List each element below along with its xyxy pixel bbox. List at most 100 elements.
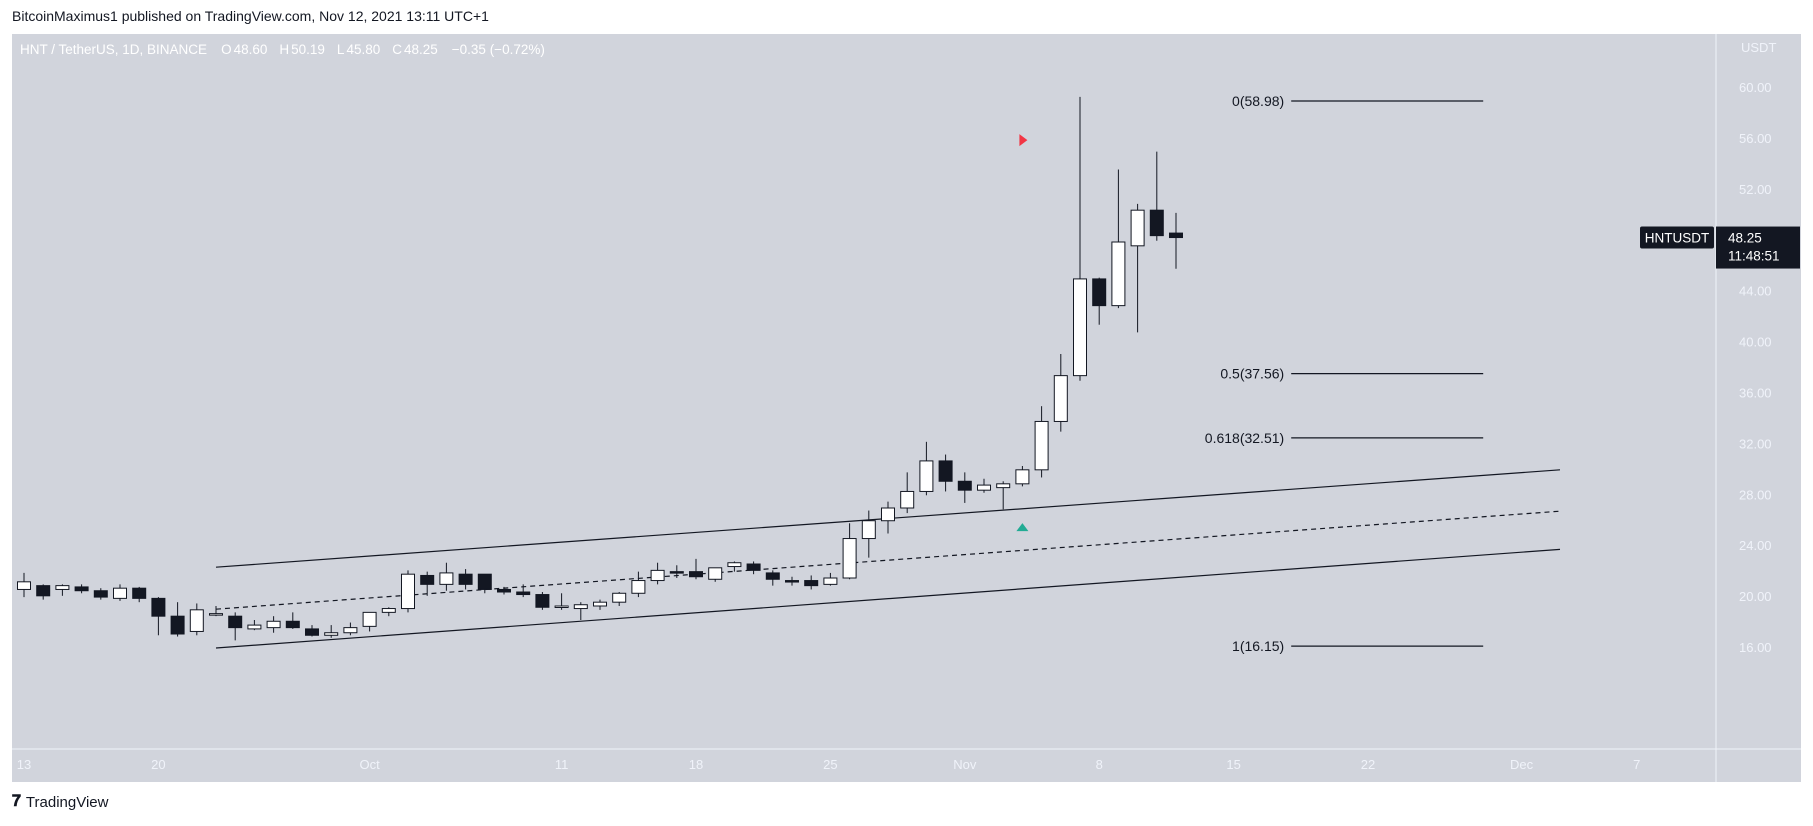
time-tick-label: Dec bbox=[1510, 757, 1534, 772]
change-value: −0.35 (−0.72%) bbox=[452, 42, 545, 57]
low-label: L bbox=[337, 42, 345, 57]
candle-body[interactable] bbox=[689, 571, 703, 578]
price-tick-label: 56.00 bbox=[1739, 131, 1772, 146]
candle-body[interactable] bbox=[362, 611, 377, 627]
price-tick-label: 52.00 bbox=[1739, 182, 1772, 197]
candle-body[interactable] bbox=[189, 609, 204, 632]
candle-body[interactable] bbox=[804, 580, 819, 587]
price-tick-label: 32.00 bbox=[1739, 436, 1772, 451]
time-tick-label: 15 bbox=[1226, 757, 1240, 772]
price-tick-label: 36.00 bbox=[1739, 385, 1772, 400]
axes: 60.0056.0052.0048.0044.0040.0036.0032.00… bbox=[12, 34, 1801, 782]
candle-body[interactable] bbox=[36, 585, 51, 597]
candle-body[interactable] bbox=[285, 620, 300, 629]
candle-body[interactable] bbox=[420, 574, 435, 585]
candle-body[interactable] bbox=[17, 581, 31, 590]
candle-body[interactable] bbox=[170, 615, 185, 635]
price-tick-label: 44.00 bbox=[1739, 284, 1772, 299]
symbol-line: HNT / TetherUS, 1D, BINANCE bbox=[20, 42, 207, 57]
candle-body[interactable] bbox=[593, 601, 607, 607]
candle-body[interactable] bbox=[785, 580, 799, 583]
candle-body[interactable] bbox=[842, 538, 857, 579]
candle-body[interactable] bbox=[746, 563, 761, 571]
chart-background bbox=[12, 34, 1801, 782]
candle-body[interactable] bbox=[1053, 375, 1068, 422]
candle-body[interactable] bbox=[439, 572, 454, 585]
candle-body[interactable] bbox=[74, 586, 89, 592]
candle-body[interactable] bbox=[516, 591, 531, 596]
candle-body[interactable] bbox=[228, 615, 243, 629]
candle-body[interactable] bbox=[1130, 209, 1145, 247]
candle-body[interactable] bbox=[573, 604, 588, 610]
candle-body[interactable] bbox=[1111, 241, 1126, 307]
open-value: 48.60 bbox=[234, 42, 268, 57]
open-label: O bbox=[221, 42, 232, 57]
candle-body[interactable] bbox=[151, 597, 166, 617]
price-tick-label: 40.00 bbox=[1739, 335, 1772, 350]
candle-body[interactable] bbox=[343, 627, 358, 634]
buy-signal-arrow-icon bbox=[1016, 523, 1029, 532]
candle-body[interactable] bbox=[938, 460, 953, 482]
candle-body[interactable] bbox=[881, 507, 895, 522]
candle-body[interactable] bbox=[209, 613, 223, 616]
fib-level-label: 0(58.98) bbox=[1232, 93, 1284, 109]
fib-level-label: 0.5(37.56) bbox=[1220, 366, 1284, 382]
candle-body[interactable] bbox=[554, 605, 569, 608]
candle-body[interactable] bbox=[823, 577, 838, 585]
currency-label: USDT bbox=[1741, 40, 1776, 55]
price-chart[interactable]: 0(58.98) 0.5(37.56) 0.618(32.51) 1(16.15) 6… bbox=[12, 34, 1801, 782]
time-tick-label: 20 bbox=[151, 757, 165, 772]
candle-body[interactable] bbox=[612, 592, 627, 603]
footer-brand[interactable]: TradingView bbox=[25, 793, 109, 811]
candle-body[interactable] bbox=[266, 620, 281, 629]
fib-level-label: 0.618(32.51) bbox=[1205, 430, 1284, 446]
candle-body[interactable] bbox=[458, 573, 473, 585]
candle-body[interactable] bbox=[93, 590, 108, 598]
close-label: C bbox=[392, 42, 402, 57]
high-label: H bbox=[279, 42, 289, 57]
ohlc-legend: HNT / TetherUS, 1D, BINANCE O 48.60 H 50.19 L… bbox=[20, 42, 545, 57]
channel-lower-line[interactable] bbox=[215, 548, 1561, 649]
candle-body[interactable] bbox=[381, 608, 396, 613]
candle-body[interactable] bbox=[305, 628, 319, 636]
candle-body[interactable] bbox=[324, 632, 339, 636]
candle-body[interactable] bbox=[708, 567, 723, 580]
candle-body[interactable] bbox=[497, 588, 511, 593]
candle-body[interactable] bbox=[1073, 278, 1087, 377]
candle-body[interactable] bbox=[1092, 278, 1107, 307]
candle-body[interactable] bbox=[477, 573, 492, 590]
tradingview-logo-icon: 𝟕 bbox=[12, 793, 21, 810]
time-tick-label: Oct bbox=[359, 757, 380, 772]
plot-area[interactable]: 0(58.98) 0.5(37.56) 0.618(32.51) 1(16.15) bbox=[17, 93, 1561, 654]
symbol-tag-background bbox=[1640, 226, 1714, 249]
candle-body[interactable] bbox=[247, 624, 262, 630]
candle-body[interactable] bbox=[132, 587, 147, 599]
symbol-tag-label: HNTUSDT bbox=[1645, 231, 1710, 246]
candle-body[interactable] bbox=[535, 594, 550, 608]
candle-body[interactable] bbox=[631, 580, 646, 594]
price-tag-background bbox=[1716, 226, 1800, 269]
candle-body[interactable] bbox=[669, 571, 684, 574]
candle-body[interactable] bbox=[861, 520, 876, 540]
candle-body[interactable] bbox=[1169, 232, 1183, 239]
candle-body[interactable] bbox=[765, 572, 780, 580]
close-value: 48.25 bbox=[404, 42, 438, 57]
candle-body[interactable] bbox=[650, 569, 665, 582]
price-tick-label: 20.00 bbox=[1739, 589, 1772, 604]
candle-body[interactable] bbox=[900, 490, 915, 509]
candle-countdown-label: 11:48:51 bbox=[1728, 249, 1780, 264]
time-tick-label: 22 bbox=[1361, 757, 1375, 772]
candle-body[interactable] bbox=[977, 484, 991, 491]
candle-body[interactable] bbox=[55, 585, 70, 590]
candle-body[interactable] bbox=[113, 587, 127, 599]
footer: 𝟕 TradingView bbox=[12, 793, 108, 811]
candle-body[interactable] bbox=[401, 573, 415, 610]
candle-body[interactable] bbox=[1149, 209, 1164, 237]
candle-body[interactable] bbox=[727, 562, 742, 568]
candle-body[interactable] bbox=[957, 480, 972, 491]
price-tick-label: 24.00 bbox=[1739, 538, 1772, 553]
candle-body[interactable] bbox=[919, 460, 934, 492]
candle-body[interactable] bbox=[1034, 420, 1049, 471]
candle-body[interactable] bbox=[1015, 469, 1030, 485]
candle-body[interactable] bbox=[996, 483, 1011, 489]
